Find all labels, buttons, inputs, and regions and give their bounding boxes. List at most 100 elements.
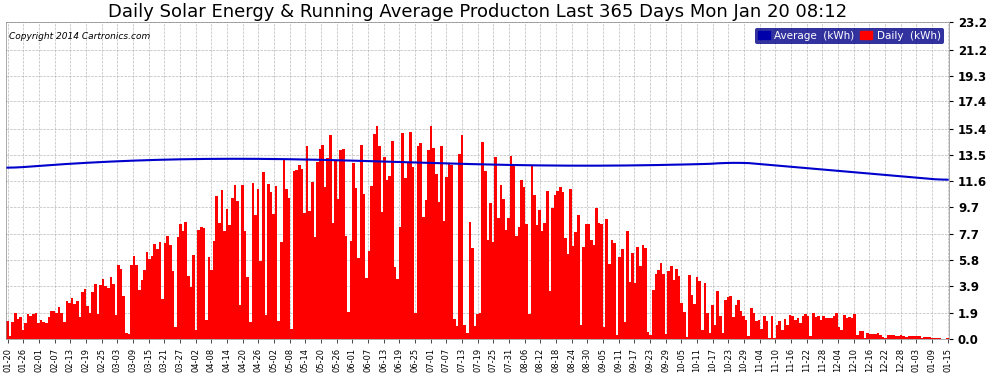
Bar	[515, 236, 518, 339]
Bar	[698, 281, 701, 339]
Bar	[290, 329, 293, 339]
Bar	[254, 215, 256, 339]
Bar	[43, 322, 45, 339]
Bar	[365, 278, 368, 339]
Bar	[182, 231, 184, 339]
Bar	[913, 336, 916, 339]
Bar	[55, 313, 57, 339]
Bar	[73, 304, 76, 339]
Bar	[63, 322, 65, 339]
Bar	[471, 248, 473, 339]
Bar	[146, 252, 148, 339]
Bar	[730, 296, 732, 339]
Bar	[719, 316, 722, 339]
Bar	[163, 243, 166, 339]
Bar	[251, 183, 254, 339]
Bar	[606, 219, 608, 339]
Bar	[890, 335, 892, 339]
Bar	[187, 276, 190, 339]
Bar	[306, 146, 309, 339]
Bar	[303, 213, 306, 339]
Bar	[871, 334, 874, 339]
Bar	[672, 280, 675, 339]
Bar	[768, 338, 771, 339]
Bar	[556, 190, 559, 339]
Bar	[652, 290, 654, 339]
Bar	[450, 165, 453, 339]
Bar	[218, 223, 221, 339]
Bar	[611, 240, 613, 339]
Bar	[324, 188, 327, 339]
Bar	[417, 146, 420, 339]
Bar	[460, 135, 463, 339]
Bar	[171, 271, 174, 339]
Bar	[810, 336, 812, 339]
Bar	[107, 288, 110, 339]
Bar	[763, 316, 765, 339]
Bar	[744, 320, 747, 339]
Bar	[383, 157, 386, 339]
Bar	[89, 313, 91, 339]
Bar	[629, 282, 632, 339]
Bar	[634, 283, 637, 339]
Bar	[65, 300, 68, 339]
Bar	[828, 318, 831, 339]
Bar	[262, 172, 264, 339]
Bar	[579, 325, 582, 339]
Bar	[659, 263, 662, 339]
Bar	[929, 338, 931, 339]
Bar	[22, 330, 25, 339]
Bar	[882, 337, 884, 339]
Bar	[466, 333, 468, 339]
Bar	[727, 297, 730, 339]
Bar	[863, 338, 866, 339]
Bar	[414, 313, 417, 339]
Bar	[370, 186, 373, 339]
Bar	[489, 203, 492, 339]
Bar	[476, 314, 479, 339]
Bar	[639, 267, 642, 339]
Bar	[621, 249, 624, 339]
Bar	[32, 314, 35, 339]
Bar	[569, 189, 572, 339]
Bar	[644, 248, 646, 339]
Bar	[900, 335, 903, 339]
Bar	[335, 161, 337, 339]
Bar	[841, 330, 843, 339]
Bar	[815, 316, 817, 339]
Bar	[76, 301, 78, 339]
Bar	[81, 292, 84, 339]
Bar	[234, 185, 236, 339]
Bar	[407, 163, 409, 339]
Bar	[735, 306, 738, 339]
Bar	[169, 244, 171, 339]
Bar	[825, 318, 828, 339]
Bar	[104, 286, 107, 339]
Bar	[473, 326, 476, 339]
Bar	[38, 323, 40, 339]
Bar	[740, 311, 742, 339]
Bar	[680, 303, 683, 339]
Bar	[68, 303, 71, 339]
Bar	[559, 188, 561, 339]
Text: Copyright 2014 Cartronics.com: Copyright 2014 Cartronics.com	[9, 32, 150, 41]
Bar	[577, 215, 579, 339]
Bar	[9, 336, 12, 339]
Bar	[349, 241, 352, 339]
Bar	[551, 209, 553, 339]
Bar	[30, 316, 32, 339]
Bar	[203, 228, 205, 339]
Bar	[626, 231, 629, 339]
Bar	[327, 158, 329, 339]
Bar	[502, 199, 505, 339]
Bar	[399, 227, 401, 339]
Bar	[755, 321, 757, 339]
Bar	[123, 296, 125, 339]
Bar	[528, 314, 531, 339]
Bar	[771, 316, 773, 339]
Bar	[598, 223, 600, 339]
Title: Daily Solar Energy & Running Average Producton Last 365 Days Mon Jan 20 08:12: Daily Solar Energy & Running Average Pro…	[108, 3, 847, 21]
Bar	[141, 279, 144, 339]
Bar	[453, 319, 455, 339]
Bar	[548, 291, 551, 339]
